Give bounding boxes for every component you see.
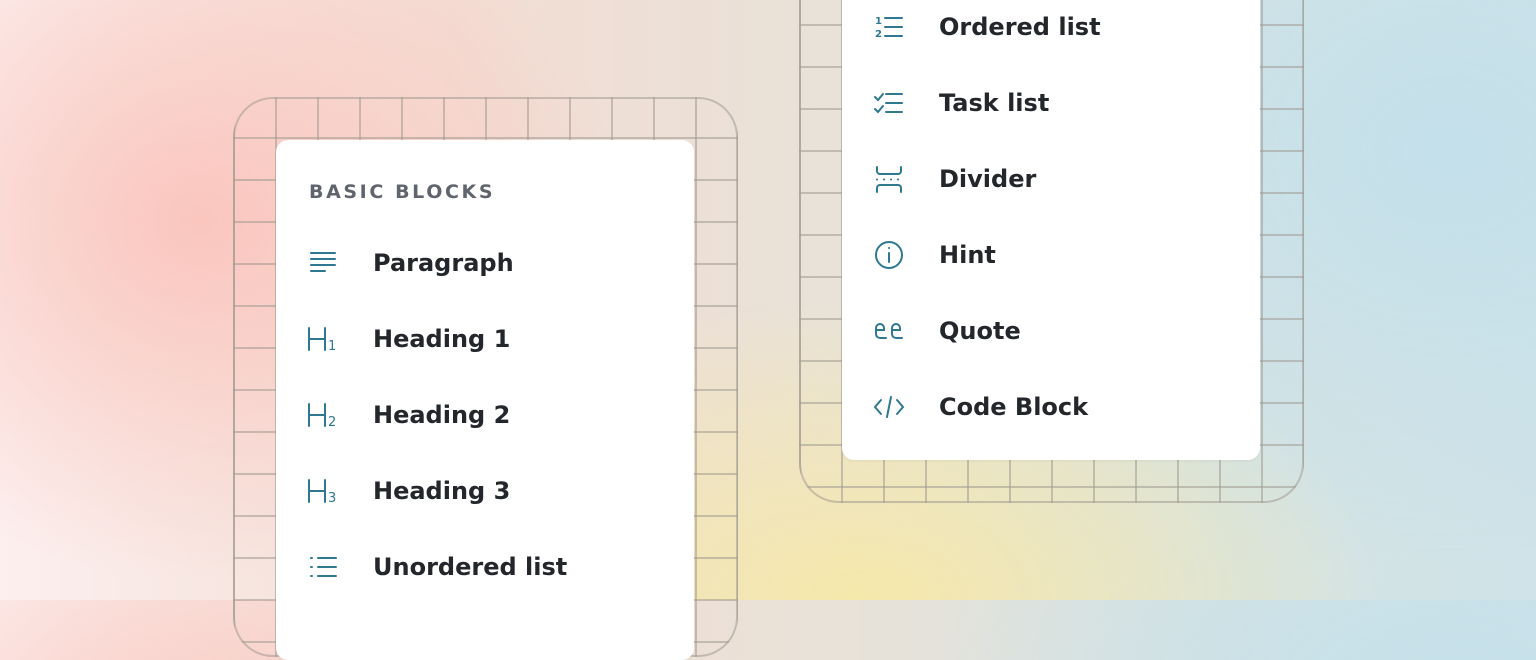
menu-item-label: Hint — [939, 241, 996, 269]
task-list-icon — [872, 86, 906, 120]
menu-item-quote[interactable]: Quote — [842, 306, 1260, 356]
menu-item-label: Ordered list — [939, 13, 1101, 41]
info-icon — [872, 238, 906, 272]
heading-3-icon: 3 — [306, 474, 340, 508]
menu-item-label: Paragraph — [373, 249, 514, 277]
heading-1-icon: 1 — [306, 322, 340, 356]
svg-text:1: 1 — [875, 16, 882, 27]
menu-item-label: Code Block — [939, 393, 1089, 421]
menu-item-label: Heading 3 — [373, 477, 511, 505]
svg-text:2: 2 — [875, 29, 882, 40]
divider-icon — [872, 162, 906, 196]
heading-2-icon: 2 — [306, 398, 340, 432]
menu-item-label: Quote — [939, 317, 1021, 345]
unordered-list-icon — [306, 550, 340, 584]
section-title: BASIC BLOCKS — [309, 181, 496, 203]
quote-icon — [872, 314, 906, 348]
menu-item-code-block[interactable]: Code Block — [842, 382, 1260, 432]
menu-item-label: Task list — [939, 89, 1050, 117]
menu-item-heading-1[interactable]: 1 Heading 1 — [276, 314, 694, 364]
menu-item-hint[interactable]: Hint — [842, 230, 1260, 280]
block-menu-basic: BASIC BLOCKS Paragraph 1 Heading 1 2 Hea… — [276, 140, 694, 660]
menu-item-heading-3[interactable]: 3 Heading 3 — [276, 466, 694, 516]
menu-item-task-list[interactable]: Task list — [842, 78, 1260, 128]
svg-text:3: 3 — [328, 491, 336, 506]
code-icon — [872, 390, 906, 424]
menu-item-paragraph[interactable]: Paragraph — [276, 238, 694, 288]
svg-text:1: 1 — [328, 339, 336, 354]
menu-item-label: Unordered list — [373, 553, 568, 581]
menu-item-label: Heading 2 — [373, 401, 511, 429]
svg-text:2: 2 — [328, 415, 336, 430]
menu-item-heading-2[interactable]: 2 Heading 2 — [276, 390, 694, 440]
menu-item-label: Divider — [939, 165, 1037, 193]
menu-item-label: Heading 1 — [373, 325, 511, 353]
menu-item-divider[interactable]: Divider — [842, 154, 1260, 204]
paragraph-icon — [306, 246, 340, 280]
menu-item-unordered-list[interactable]: Unordered list — [276, 542, 694, 592]
